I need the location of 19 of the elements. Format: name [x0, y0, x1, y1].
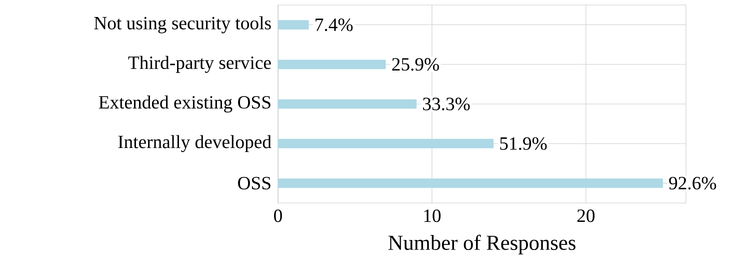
- annotation: 33.3%: [423, 98, 470, 110]
- y-tick-label: Extended existing OSS: [98, 95, 270, 112]
- annotation: 92.6%: [669, 176, 716, 190]
- bar: [278, 138, 494, 148]
- annotation: 7.4%: [316, 18, 353, 32]
- bar: [278, 60, 386, 70]
- bar: [278, 99, 417, 109]
- annotation: 51.9%: [500, 137, 547, 150]
- y-tick-label: Not using security tools: [94, 16, 271, 34]
- bar: [278, 20, 309, 30]
- x-axis-title: Number of Responses: [388, 234, 576, 254]
- x-tick-label: 20: [577, 209, 595, 222]
- x-tick-label: 10: [424, 209, 441, 222]
- x-tick-label: 0: [274, 209, 282, 222]
- bar: [278, 178, 663, 188]
- y-tick-label: OSS: [238, 176, 270, 190]
- annotation: 25.9%: [392, 58, 439, 71]
- y-tick-label: Third-party service: [128, 56, 271, 73]
- y-tick-label: Internally developed: [118, 135, 272, 152]
